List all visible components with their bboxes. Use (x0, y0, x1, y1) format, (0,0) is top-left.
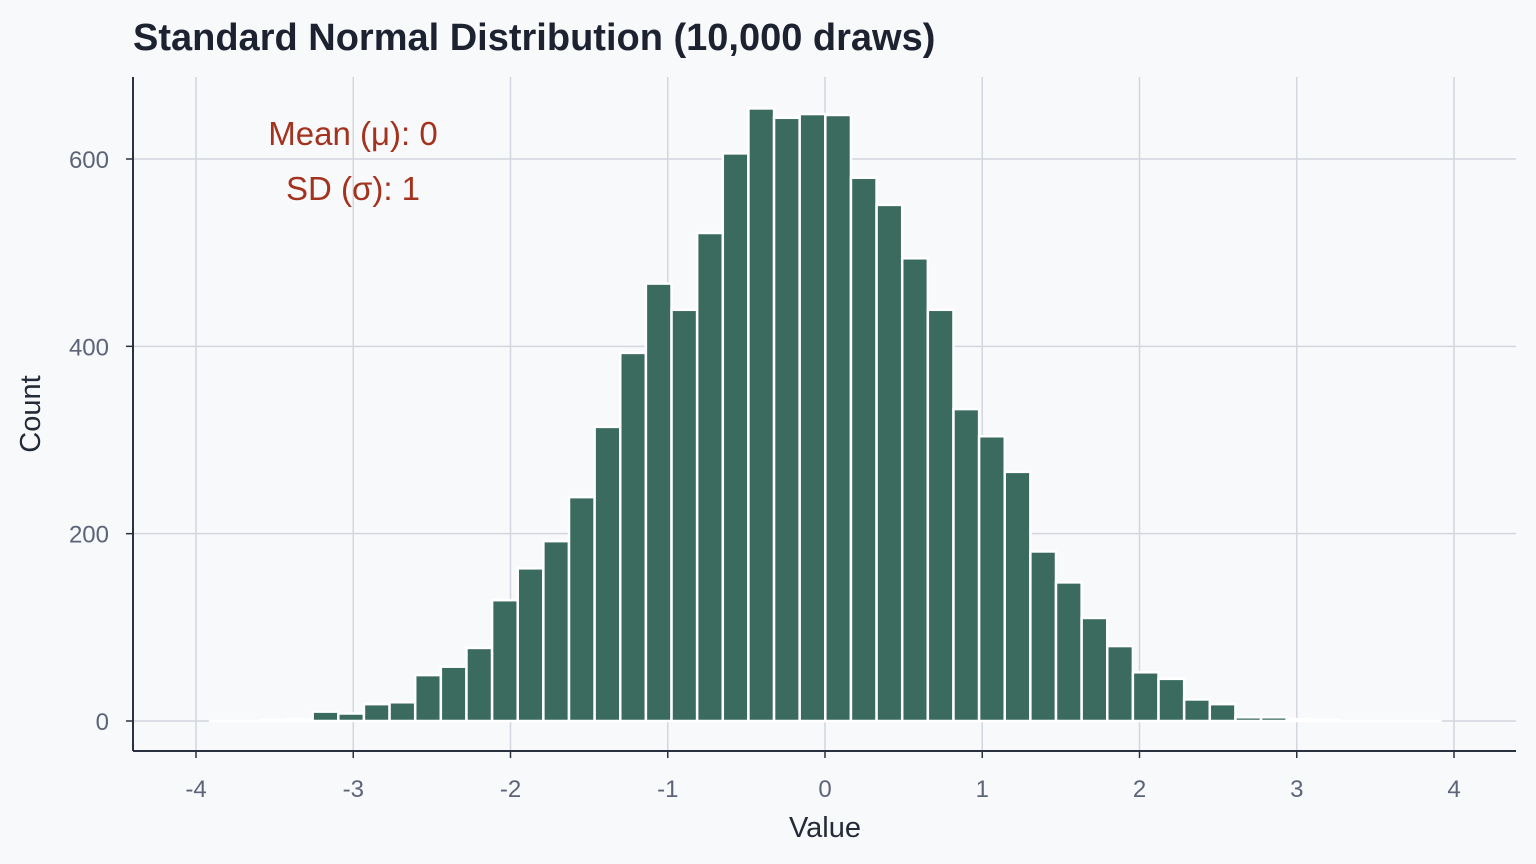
histogram-bar (439, 665, 468, 723)
histogram-bar (311, 710, 340, 723)
y-tick-label: 400 (69, 334, 109, 361)
histogram-bar (670, 308, 699, 723)
histogram-bar (465, 646, 494, 723)
histogram-bar (798, 112, 827, 723)
x-tick-labels: -4 -3 -2 -1 0 1 2 3 4 (185, 751, 1461, 803)
histogram-bar (260, 718, 289, 723)
histogram-bar (747, 107, 776, 723)
histogram-bar (1285, 717, 1314, 723)
x-tick-label: -1 (657, 776, 678, 803)
y-tick-label: 200 (69, 522, 109, 549)
histogram-bar (388, 701, 417, 723)
histogram-bar (721, 152, 750, 723)
y-tick-label: 0 (96, 709, 109, 736)
histogram-bar (1003, 470, 1032, 723)
histogram-bar (490, 598, 519, 723)
histogram-bar (772, 116, 801, 723)
histogram-bar (1208, 702, 1237, 723)
histogram-bar (695, 231, 725, 723)
histogram-bar (619, 351, 648, 723)
histogram-bar (362, 702, 391, 723)
histogram-bar (567, 495, 596, 723)
histogram-bar (824, 113, 853, 723)
histogram-bar (1182, 698, 1212, 723)
histogram-bar (337, 712, 366, 723)
histogram-bar (1054, 581, 1083, 723)
annotation-sd: SD (σ): 1 (286, 170, 420, 207)
histogram-bar (977, 435, 1006, 723)
histogram-bar (926, 308, 955, 723)
x-tick-label: 2 (1133, 776, 1146, 803)
histogram-bar (1259, 716, 1288, 723)
histogram-bar (516, 567, 545, 723)
histogram-bar (593, 425, 622, 723)
bars (208, 107, 1442, 723)
histogram-bar (1234, 716, 1263, 723)
histogram-bar (413, 673, 443, 723)
histogram-bar (1311, 718, 1340, 723)
y-axis-label: Count (15, 375, 47, 452)
annotation-mean: Mean (μ): 0 (268, 115, 437, 152)
x-axis-label: Value (789, 812, 861, 844)
histogram-bar (849, 176, 878, 723)
x-tick-label: -3 (343, 776, 364, 803)
x-tick-label: 4 (1447, 776, 1460, 803)
histogram-bar (1106, 644, 1135, 723)
histogram-bar (1029, 550, 1058, 723)
histogram-bar (952, 407, 981, 723)
x-tick-label: 0 (818, 776, 831, 803)
y-tick-labels: 0 200 400 600 (69, 147, 133, 736)
histogram-bar (1080, 616, 1109, 723)
histogram-bar (285, 717, 314, 723)
y-tick-label: 600 (69, 147, 109, 174)
x-tick-label: -2 (500, 776, 521, 803)
histogram-bar (1157, 677, 1186, 723)
x-tick-label: 3 (1290, 776, 1303, 803)
x-tick-label: 1 (976, 776, 989, 803)
histogram-bar (542, 539, 571, 723)
chart-title: Standard Normal Distribution (10,000 dra… (133, 17, 935, 59)
histogram-bar (1131, 671, 1160, 723)
histogram-bar (875, 203, 904, 723)
histogram-bar (644, 282, 673, 723)
x-tick-label: -4 (185, 776, 206, 803)
histogram-bar (900, 257, 930, 723)
